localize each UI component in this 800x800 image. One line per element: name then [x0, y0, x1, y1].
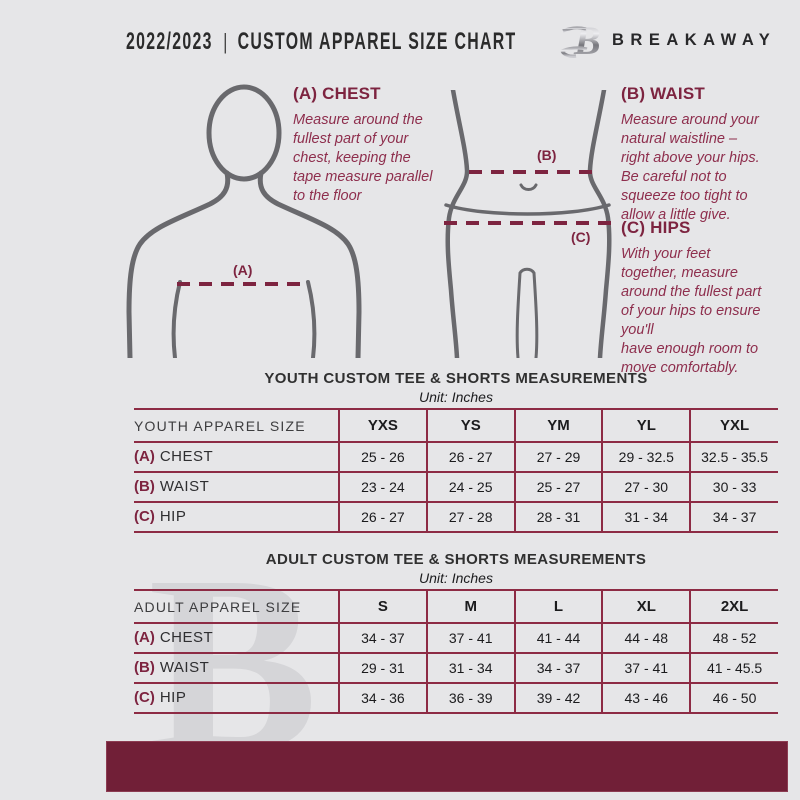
adult-table-title: ADULT CUSTOM TEE & SHORTS MEASUREMENTS — [265, 551, 647, 568]
hip-curve — [444, 203, 611, 216]
chest-heading: (A) CHEST — [293, 84, 381, 103]
adult-hip-row: (C) HIP 34 - 36 36 - 39 39 - 42 43 - 46 4… — [134, 683, 778, 713]
page-title: 2022/2023 | CUSTOM APPAREL SIZE CHART — [126, 26, 516, 58]
size-value-cell: 37 - 41 — [601, 653, 691, 683]
youth-hip-row: (C) HIP 26 - 27 27 - 28 28 - 31 31 - 34 3… — [134, 502, 778, 532]
size-value-cell: 23 - 24 — [338, 472, 427, 502]
size-value-cell: 29 - 31 — [338, 653, 427, 683]
size-value-cell: 30 - 33 — [689, 472, 778, 502]
size-value-cell: 32.5 - 35.5 — [689, 442, 778, 472]
size-value-cell: 41 - 44 — [513, 623, 603, 653]
navel-mark — [519, 183, 538, 191]
chest-instructions: (A) CHEST Measure around the fullest par… — [293, 84, 478, 206]
size-value-cell: 26 - 27 — [338, 502, 427, 532]
size-value-cell: 43 - 46 — [601, 683, 691, 713]
brand-name: BREAKAWAY — [612, 31, 777, 49]
size-value-cell: 37 - 41 — [425, 623, 515, 653]
size-value-cell: 36 - 39 — [425, 683, 515, 713]
row-label: CHEST — [159, 448, 214, 465]
waist-heading: (B) WAIST — [621, 84, 705, 103]
adult-header-row: ADULT APPAREL SIZE S M L XL 2XL — [134, 590, 778, 623]
size-value-cell: 27 - 29 — [513, 442, 603, 472]
size-value-cell: 28 - 31 — [513, 502, 603, 532]
row-key: (A) — [134, 629, 155, 646]
hips-heading: (C) HIPS — [621, 218, 691, 237]
adult-size-column-header: ADULT APPAREL SIZE — [134, 598, 302, 615]
size-col-header: S — [338, 590, 427, 623]
youth-table-title: YOUTH CUSTOM TEE & SHORTS MEASUREMENTS — [264, 370, 648, 387]
size-value-cell: 34 - 37 — [689, 502, 778, 532]
size-value-cell: 41 - 45.5 — [689, 653, 778, 683]
size-value-cell: 24 - 25 — [425, 472, 515, 502]
size-value-cell: 25 - 27 — [513, 472, 603, 502]
row-key: (B) — [134, 659, 155, 676]
youth-waist-row: (B) WAIST 23 - 24 24 - 25 25 - 27 27 - 30… — [134, 472, 778, 502]
adult-unit-label: Unit: Inches — [419, 570, 493, 586]
hip-marker-label: (C) — [571, 229, 590, 245]
size-col-header: YXS — [338, 409, 427, 442]
size-col-header: YL — [601, 409, 691, 442]
row-key: (A) — [134, 448, 155, 465]
chest-marker-label: (A) — [233, 262, 252, 278]
row-key: (C) — [134, 689, 155, 706]
row-key: (C) — [134, 508, 155, 525]
size-value-cell: 34 - 37 — [513, 653, 603, 683]
youth-size-table: YOUTH APPAREL SIZE YXS YS YM YL YXL (A) C… — [134, 408, 778, 533]
size-value-cell: 27 - 30 — [601, 472, 691, 502]
size-col-header: YXL — [689, 409, 778, 442]
youth-header-row: YOUTH APPAREL SIZE YXS YS YM YL YXL — [134, 409, 778, 442]
size-col-header: M — [425, 590, 515, 623]
size-value-cell: 34 - 36 — [338, 683, 427, 713]
waist-marker-label: (B) — [537, 147, 556, 163]
row-label: HIP — [159, 508, 187, 525]
row-label: CHEST — [159, 629, 214, 646]
hips-instructions: (C) HIPS With your feet together, measur… — [621, 218, 796, 378]
chest-body-text: Measure around the fullest part of your … — [293, 112, 433, 204]
head-outline — [206, 84, 282, 182]
size-value-cell: 48 - 52 — [689, 623, 778, 653]
row-label: WAIST — [159, 478, 210, 495]
hips-body-text: With your feet together, measure around … — [621, 246, 762, 376]
chest-diagram: (A) — [126, 84, 362, 358]
size-col-header: 2XL — [689, 590, 778, 623]
size-value-cell: 29 - 32.5 — [601, 442, 691, 472]
breakaway-logo-icon: B — [560, 18, 601, 63]
adult-chest-row: (A) CHEST 34 - 37 37 - 41 41 - 44 44 - 48… — [134, 623, 778, 653]
page-title-text: CUSTOM APPAREL SIZE CHART — [237, 28, 517, 55]
size-value-cell: 44 - 48 — [601, 623, 691, 653]
footer-bar — [106, 741, 788, 792]
size-col-header: L — [513, 590, 603, 623]
title-separator: | — [223, 29, 228, 54]
waist-instructions: (B) WAIST Measure around your natural wa… — [621, 84, 796, 225]
size-value-cell: 27 - 28 — [425, 502, 515, 532]
youth-unit-label: Unit: Inches — [419, 389, 493, 405]
size-value-cell: 31 - 34 — [601, 502, 691, 532]
row-key: (B) — [134, 478, 155, 495]
size-value-cell: 34 - 37 — [338, 623, 427, 653]
youth-size-column-header: YOUTH APPAREL SIZE — [134, 417, 306, 434]
youth-chest-row: (A) CHEST 25 - 26 26 - 27 27 - 29 29 - 32… — [134, 442, 778, 472]
size-value-cell: 26 - 27 — [425, 442, 515, 472]
season-label: 2022/2023 — [126, 28, 213, 55]
size-col-header: YS — [425, 409, 515, 442]
logo-letter: B — [573, 18, 601, 63]
row-label: HIP — [159, 689, 187, 706]
size-value-cell: 39 - 42 — [513, 683, 603, 713]
size-col-header: XL — [601, 590, 691, 623]
waist-body-text: Measure around your natural waistline – … — [621, 112, 760, 223]
size-value-cell: 46 - 50 — [689, 683, 778, 713]
row-label: WAIST — [159, 659, 210, 676]
adult-waist-row: (B) WAIST 29 - 31 31 - 34 34 - 37 37 - 41… — [134, 653, 778, 683]
size-col-header: YM — [513, 409, 603, 442]
size-value-cell: 31 - 34 — [425, 653, 515, 683]
waist-hips-diagram: (B) (C) — [444, 90, 612, 358]
size-value-cell: 25 - 26 — [338, 442, 427, 472]
adult-size-table: ADULT APPAREL SIZE S M L XL 2XL (A) CHEST… — [134, 589, 778, 714]
